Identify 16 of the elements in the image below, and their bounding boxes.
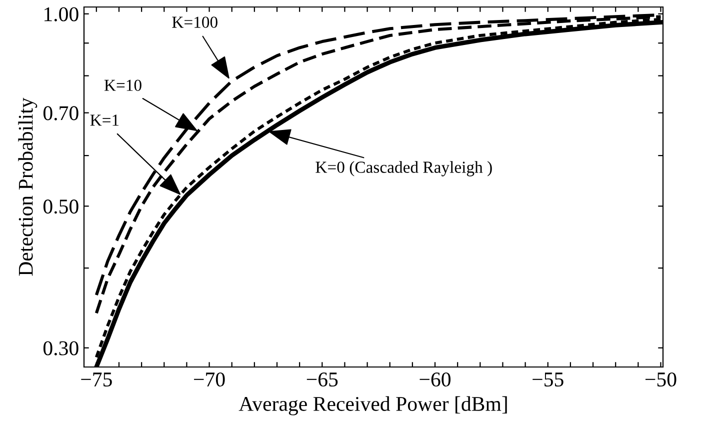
y-tick-label: 0.50	[43, 200, 78, 214]
y-tick-label: 0.30	[43, 341, 78, 356]
annotation: K=1	[90, 114, 119, 126]
y-tick-label: 0.70	[43, 106, 78, 120]
annotation: K=0 (Cascaded Rayleigh )	[316, 161, 492, 176]
x-tick-label: −65	[306, 372, 338, 387]
x-tick-label: −50	[645, 372, 676, 387]
x-axis-title: Average Received Power [dBm]	[238, 396, 507, 416]
annotation: K=10	[104, 80, 142, 91]
x-tick-label: −70	[194, 372, 225, 387]
y-axis-title: Detection Probability	[18, 98, 38, 276]
y-tick-label: 1.00	[44, 7, 78, 22]
x-tick-label: −55	[532, 372, 564, 387]
x-tick-label: −75	[81, 372, 112, 387]
x-tick-label: −60	[420, 372, 451, 387]
annotation: K=100	[172, 16, 218, 28]
